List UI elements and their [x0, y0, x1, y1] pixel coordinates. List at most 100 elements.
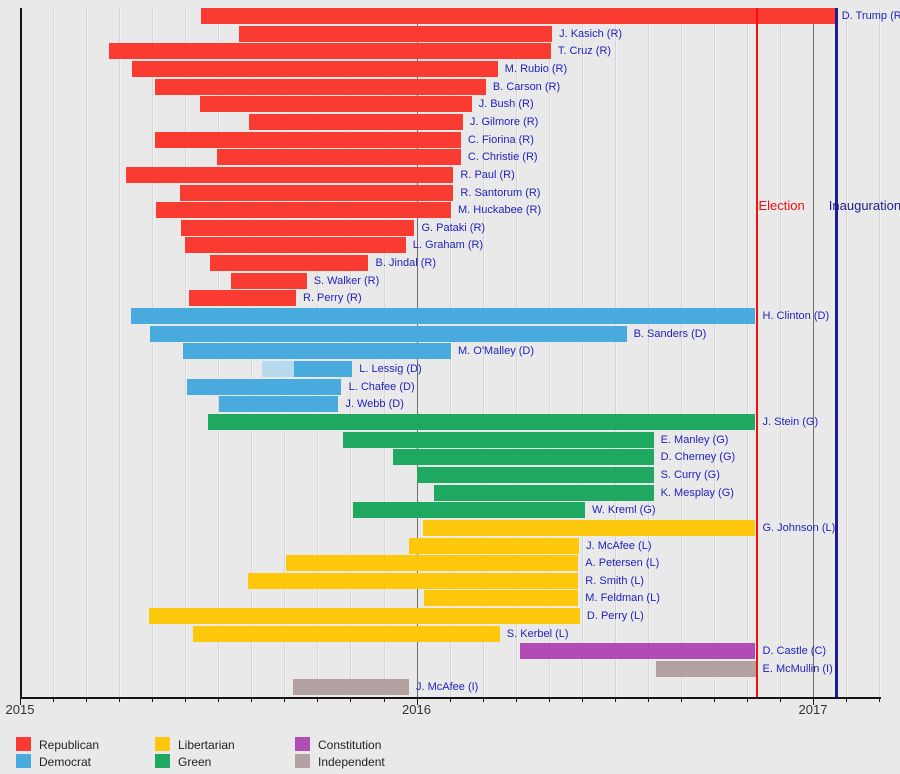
month-tick [218, 698, 220, 702]
month-gridline [680, 8, 682, 697]
month-gridline [780, 8, 781, 697]
inauguration-line [834, 8, 838, 697]
campaign-bar-c-fiorina-r [154, 131, 461, 148]
month-gridline [53, 8, 54, 697]
candidate-label-r-perry-r: R. Perry (R) [303, 292, 362, 305]
month-tick [350, 698, 352, 702]
month-gridline [119, 8, 121, 697]
legend-label-green: Green [178, 755, 212, 769]
inauguration-label: Inauguration [828, 198, 900, 213]
campaign-bar-b-jindal-r [209, 255, 369, 272]
legend-swatch-constitution [295, 737, 310, 751]
candidate-label-k-mesplay-g: K. Mesplay (G) [660, 486, 734, 499]
election-line [755, 8, 758, 697]
candidate-label-c-christie-r: C. Christie (R) [467, 151, 538, 164]
month-tick [284, 698, 286, 702]
legend-label-democrat: Democrat [39, 755, 92, 769]
month-gridline [746, 8, 748, 697]
month-tick [317, 698, 319, 702]
candidate-label-l-chafee-d: L. Chafee (D) [348, 380, 415, 393]
month-gridline [86, 8, 88, 697]
month-tick [680, 698, 682, 702]
x-axis-line [20, 697, 881, 699]
year-gridline [20, 8, 22, 697]
campaign-bar-t-cruz-r [109, 43, 551, 60]
campaign-bar-j-webb-d [218, 396, 339, 413]
campaign-bar-j-mcafee-l [409, 537, 580, 554]
campaign-bar-j-mcafee-i [292, 678, 409, 695]
campaign-bar-j-stein-g [207, 413, 756, 430]
month-tick [119, 698, 121, 702]
campaign-bar-d-castle-c [519, 643, 756, 660]
year-tick [416, 698, 418, 705]
campaign-bar-w-kreml-g [353, 502, 586, 519]
campaign-bar-r-paul-r [125, 166, 454, 183]
candidate-label-d-trump-r: D. Trump (R) [841, 10, 900, 22]
gantt-chart: D. Trump (R) J. Kasich (R) T. Cruz (R) M. R… [6, 8, 900, 717]
month-tick [86, 698, 88, 702]
candidate-label-a-petersen-l: A. Petersen (L) [585, 557, 660, 570]
month-tick [515, 698, 517, 702]
candidate-label-j-webb-d: J. Webb (D) [345, 398, 404, 411]
campaign-bar-e-manley-g [343, 431, 654, 448]
campaign-bar-b-carson-r [154, 78, 486, 95]
campaign-bar-m-huckabee-r [155, 202, 451, 219]
campaign-bar-m-rubio-r [131, 60, 498, 77]
campaign-bar-g-johnson-l [422, 519, 756, 536]
month-gridline [152, 8, 154, 697]
campaign-bar-s-curry-g [416, 466, 654, 483]
candidate-label-s-walker-r: S. Walker (R) [313, 274, 380, 287]
month-tick [746, 698, 748, 702]
candidate-label-j-mcafee-l: J. McAfee (L) [586, 539, 652, 552]
month-gridline [515, 8, 517, 697]
campaign-bar-h-clinton-d [130, 308, 756, 324]
campaign-bar-s-kerbel-l [192, 625, 500, 642]
candidate-label-b-sanders-d: B. Sanders (D) [633, 327, 707, 340]
month-gridline [846, 8, 847, 697]
campaign-bar-m-feldman-l [424, 590, 579, 607]
candidate-label-s-kerbel-l: S. Kerbel (L) [506, 627, 569, 640]
candidate-label-d-perry-l: D. Perry (L) [586, 610, 644, 623]
candidate-label-m-rubio-r: M. Rubio (R) [504, 62, 568, 75]
campaign-bar-s-walker-r [230, 272, 307, 289]
month-tick [548, 698, 550, 702]
month-gridline [713, 8, 715, 697]
campaign-bar-a-petersen-l [285, 555, 579, 572]
candidate-label-g-johnson-l: G. Johnson (L) [762, 521, 836, 534]
campaign-bar-j-gilmore-r [249, 113, 463, 130]
candidate-label-j-kasich-r: J. Kasich (R) [559, 27, 623, 40]
month-tick [185, 698, 187, 702]
candidate-label-j-stein-g: J. Stein (G) [762, 415, 819, 428]
month-gridline [879, 8, 881, 697]
campaign-bar-d-cherney-g [392, 449, 654, 466]
campaign-bar-b-sanders-d [150, 325, 627, 342]
month-tick [53, 698, 54, 702]
campaign-bar-exploratory-l-lessig-d [262, 361, 294, 377]
campaign-bar-e-mcmullin-i [656, 661, 756, 677]
candidate-label-g-pataki-r: G. Pataki (R) [421, 221, 486, 234]
campaign-bar-l-chafee-d [187, 378, 342, 395]
candidate-label-r-santorum-r: R. Santorum (R) [460, 186, 541, 199]
month-gridline [482, 8, 484, 697]
legend-label-libertarian: Libertarian [178, 738, 235, 752]
candidate-label-b-jindal-r: B. Jindal (R) [375, 257, 437, 270]
month-tick [647, 698, 649, 702]
year-tick [813, 698, 814, 705]
campaign-bar-c-christie-r [216, 149, 461, 166]
year-gridline [813, 8, 814, 697]
legend-swatch-democrat [16, 754, 31, 768]
candidate-label-m-feldman-l: M. Feldman (L) [585, 592, 660, 605]
month-tick [482, 698, 484, 702]
candidate-label-h-clinton-d: H. Clinton (D) [762, 310, 830, 322]
campaign-bar-r-santorum-r [179, 184, 454, 201]
month-tick [383, 698, 385, 702]
campaign-bar-j-kasich-r [239, 25, 553, 42]
campaign-bar-r-perry-r [188, 290, 296, 307]
election-label: Election [758, 198, 805, 213]
candidate-label-j-bush-r: J. Bush (R) [478, 98, 534, 111]
candidate-label-b-carson-r: B. Carson (R) [492, 80, 561, 93]
candidate-label-r-smith-l: R. Smith (L) [585, 574, 644, 587]
candidate-label-m-huckabee-r: M. Huckabee (R) [458, 204, 542, 217]
month-tick [879, 698, 881, 702]
